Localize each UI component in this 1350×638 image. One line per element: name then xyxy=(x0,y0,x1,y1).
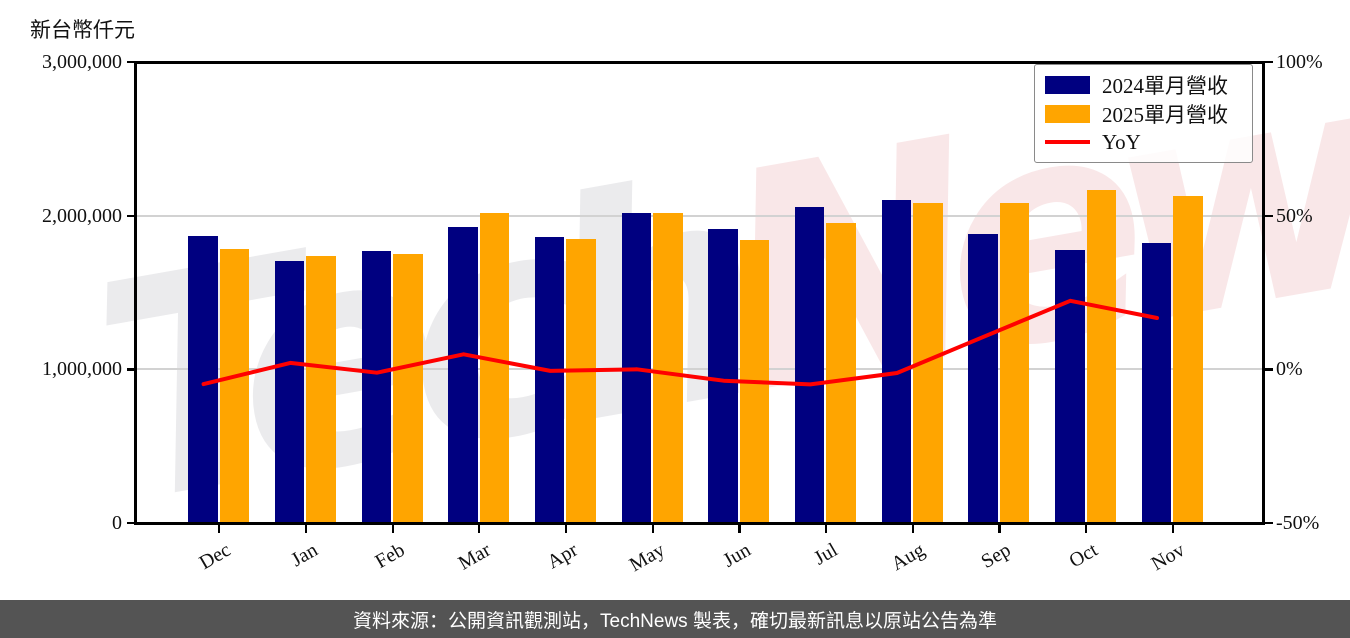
x-axis-tick xyxy=(391,524,394,533)
bar-2025-Feb xyxy=(393,254,423,523)
bottom-axis-spine xyxy=(134,522,1264,525)
legend-line-swatch-yoy xyxy=(1045,140,1090,144)
yoy-line xyxy=(201,298,1159,387)
gridline xyxy=(136,368,1262,371)
bar-2024-Oct xyxy=(1055,250,1085,523)
right-axis-spine xyxy=(1262,61,1265,525)
x-axis-tick xyxy=(564,524,568,533)
x-axis-tick xyxy=(478,524,481,533)
x-axis-tick xyxy=(824,524,828,533)
left-axis-tick xyxy=(127,368,135,371)
bar-2024-Jan xyxy=(274,260,305,523)
bar-2025-Sep xyxy=(999,203,1030,523)
bar-2024-Jun xyxy=(708,229,738,523)
legend-label-yoy: YoY xyxy=(1102,129,1141,154)
right-axis-label: -50% xyxy=(1276,512,1320,534)
left-axis-title: 新台幣仟元 xyxy=(30,18,135,42)
bar-2025-May xyxy=(653,213,683,523)
bar-2024-Dec xyxy=(188,235,218,523)
legend-label-2024: 2024單月營收 xyxy=(1102,74,1228,98)
x-axis-tick xyxy=(911,524,914,533)
legend-swatch-2025 xyxy=(1045,104,1090,123)
bar-2025-Nov xyxy=(1173,195,1203,523)
x-axis-tick xyxy=(1085,524,1088,533)
x-axis-tick xyxy=(304,524,308,533)
bar-2025-Jul xyxy=(826,222,856,523)
footer-source-bar: 資料來源：公開資訊觀測站，TechNews 製表，確切最新訊息以原站公告為準 xyxy=(0,600,1350,638)
top-axis-spine xyxy=(134,61,1264,64)
bar-2024-Sep xyxy=(968,234,998,523)
right-axis-tick xyxy=(1265,368,1273,371)
bar-2025-Jan xyxy=(306,255,336,523)
legend-swatch-2024 xyxy=(1045,76,1090,94)
bar-2024-Apr xyxy=(534,237,565,523)
legend-row-2025: 2025單月營收 xyxy=(1045,101,1242,127)
bar-2025-Oct xyxy=(1086,189,1116,523)
x-axis-tick xyxy=(1171,524,1174,533)
bar-2024-Nov xyxy=(1141,242,1172,523)
legend: 2024單月營收 2025單月營收 YoY xyxy=(1034,64,1253,163)
bar-2024-Jul xyxy=(794,207,825,523)
right-axis-label: 0% xyxy=(1276,358,1303,381)
left-axis-tick xyxy=(127,522,135,525)
right-axis-tick xyxy=(1265,214,1273,217)
legend-row-2024: 2024單月營收 xyxy=(1045,72,1242,98)
right-axis-tick xyxy=(1265,522,1273,525)
left-axis-tick xyxy=(127,214,135,217)
right-axis-tick xyxy=(1265,61,1273,64)
right-axis-label: 100% xyxy=(1276,51,1323,73)
left-axis-label: 1,000,000 xyxy=(42,358,122,381)
left-axis-label: 3,000,000 xyxy=(42,51,122,73)
footer-source-text: 資料來源：公開資訊觀測站，TechNews 製表，確切最新訊息以原站公告為準 xyxy=(353,610,997,632)
x-axis-tick xyxy=(218,524,221,533)
x-axis-tick xyxy=(651,524,654,533)
bar-2024-Feb xyxy=(361,251,392,523)
bar-2024-Mar xyxy=(448,227,478,523)
left-axis-label: 0 xyxy=(112,512,122,534)
left-axis-tick xyxy=(127,61,135,64)
bar-2025-Apr xyxy=(566,238,596,523)
x-axis-tick xyxy=(738,524,741,533)
legend-label-2025: 2025單月營收 xyxy=(1102,102,1228,127)
bar-2025-Mar xyxy=(479,212,510,523)
bar-2025-Dec xyxy=(219,249,250,523)
legend-row-yoy: YoY xyxy=(1045,129,1242,155)
bar-2024-Aug xyxy=(881,199,912,523)
x-axis-tick xyxy=(998,524,1001,533)
left-axis-spine xyxy=(134,61,137,525)
right-axis-label: 50% xyxy=(1276,204,1313,227)
left-axis-label: 2,000,000 xyxy=(42,204,122,227)
gridline xyxy=(136,214,1262,217)
